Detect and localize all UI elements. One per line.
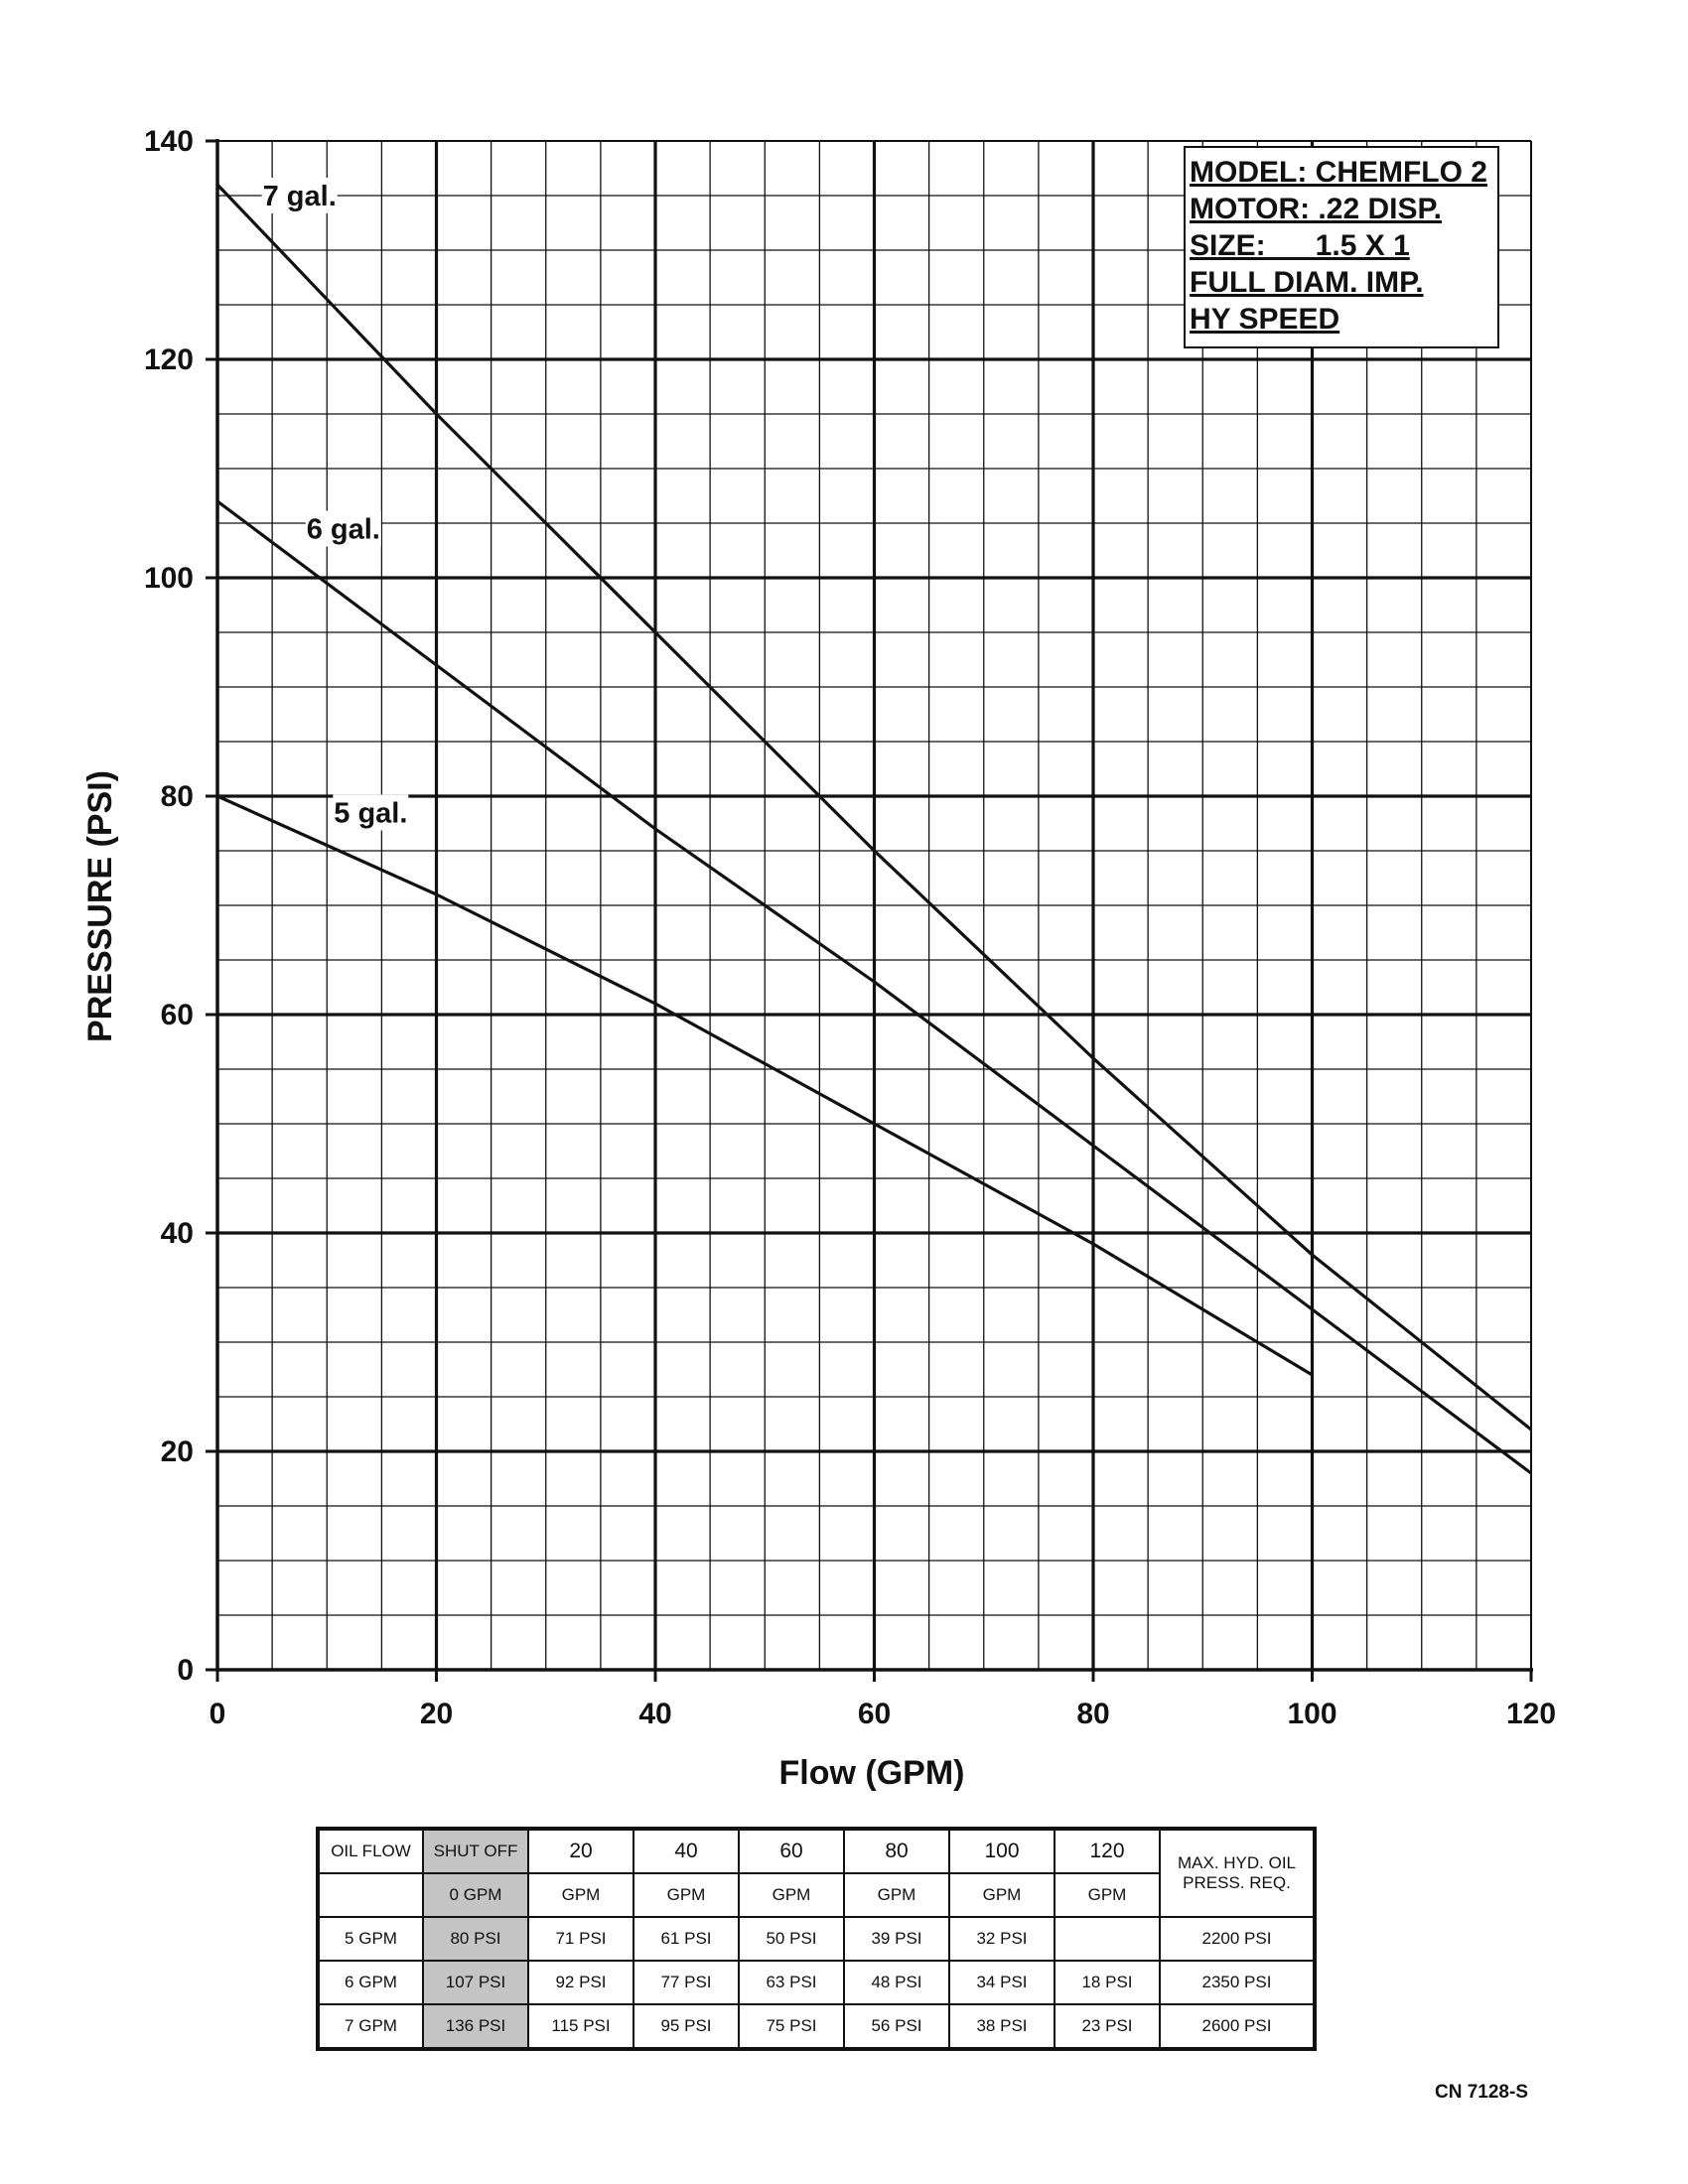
table-cell: 18 PSI [1054,1960,1161,2005]
subheader-0-gpm: 0 GPM [422,1872,529,1918]
table-row: 6 GPM 107 PSI 92 PSI 77 PSI 63 PSI 48 PS… [317,1960,1316,2005]
table-cell: 39 PSI [843,1916,950,1962]
y-tick-label: 80 [161,780,194,813]
y-tick-label: 60 [161,999,194,1031]
x-axis-label: Flow (GPM) [779,1754,965,1792]
table-cell: 61 PSI [633,1916,740,1962]
y-tick-label: 20 [161,1435,194,1468]
major-grid [215,139,1533,1672]
table-cell: 48 PSI [843,1960,950,2005]
subheader-gpm: GPM [948,1872,1055,1918]
header-80: 80 [843,1828,950,1874]
table-cell: 56 PSI [843,2003,950,2050]
header-shut-off: SHUT OFF [422,1828,529,1874]
series-labels: 7 gal. 6 gal. 5 gal. [261,178,409,831]
series-label-bg [261,178,338,213]
series-line [215,183,1532,1432]
table-cell: 6 GPM [317,1960,424,2005]
axis-ticks: 0 20 40 60 80 100 120 0 20 40 60 80 100 120 140 [144,125,1556,1730]
y-tick-label: 0 [177,1654,194,1687]
x-tick-label: 120 [1506,1698,1556,1730]
series-label: 7 gal. [263,181,337,212]
series-label: 6 gal. [307,514,380,546]
table-cell: 32 PSI [948,1916,1055,1962]
table-cell: 136 PSI [422,2003,529,2050]
series-line [216,794,1314,1377]
x-tick-label: 100 [1287,1698,1336,1730]
header-40: 40 [633,1828,740,1874]
header-60: 60 [738,1828,845,1874]
max-header-line-2: PRESS. REQ. [1183,1873,1291,1892]
table-subheader-row: 0 GPM GPM GPM GPM GPM GPM GPM [317,1872,1315,1918]
y-axis-label: PRESSURE (PSI) [81,770,119,1042]
header-20: 20 [527,1828,634,1874]
max-header-line-1: MAX. HYD. OIL [1177,1853,1297,1872]
table-cell: 2350 PSI [1159,1960,1316,2005]
subheader-gpm: GPM [633,1872,740,1918]
table-cell [1054,1916,1161,1962]
table-cell: 80 PSI [422,1916,529,1962]
table-cell: 2200 PSI [1159,1916,1316,1962]
info-impeller: FULL DIAM. IMP. [1190,266,1424,299]
series-line [216,499,1532,1475]
model-info-box: MODEL: CHEMFLO 2 MOTOR: .22 DISP. SIZE: … [1184,146,1499,348]
info-size: SIZE: 1.5 X 1 [1190,229,1410,262]
header-oil-flow: OIL FLOW [317,1828,424,1874]
x-tick-label: 0 [210,1698,226,1730]
table-cell: 50 PSI [738,1916,845,1962]
y-tick-label: 140 [144,125,194,158]
document-code: CN 7128-S [1435,2082,1528,2103]
header-empty [317,1872,424,1918]
info-motor: MOTOR: .22 DISP. [1190,193,1442,225]
table-cell: 7 GPM [317,2003,424,2050]
subheader-gpm: GPM [1054,1872,1161,1918]
series-lines [215,183,1532,1475]
subheader-gpm: GPM [843,1872,950,1918]
series-label-bg [305,510,381,547]
header-100: 100 [948,1828,1055,1874]
table-cell: 107 PSI [422,1960,529,2005]
table-cell: 95 PSI [633,2003,740,2050]
table-cell: 34 PSI [948,1960,1055,2005]
table-cell: 5 GPM [317,1916,424,1962]
x-tick-label: 40 [638,1698,671,1730]
table-cell: 92 PSI [527,1960,634,2005]
table-cell: 63 PSI [738,1960,845,2005]
table-cell: 77 PSI [633,1960,740,2005]
x-tick-label: 60 [858,1698,891,1730]
x-tick-label: 80 [1076,1698,1109,1730]
series-label-bg [333,794,409,831]
table-cell: 23 PSI [1054,2003,1161,2050]
table-cell: 71 PSI [527,1916,634,1962]
y-tick-label: 120 [144,343,194,376]
header-120: 120 [1054,1828,1161,1874]
series-label: 5 gal. [334,798,407,830]
header-max-oil-press: MAX. HYD. OIL PRESS. REQ. [1159,1828,1316,1918]
table-header-row: OIL FLOW SHUT OFF 20 40 60 80 100 120 MA… [317,1828,1316,1918]
x-tick-label: 20 [420,1698,453,1730]
info-speed: HY SPEED [1190,303,1340,336]
y-tick-label: 40 [161,1217,194,1250]
table-row: 5 GPM 80 PSI 71 PSI 61 PSI 50 PSI 39 PSI… [317,1916,1316,1962]
subheader-gpm: GPM [738,1872,845,1918]
table-cell: 38 PSI [948,2003,1055,2050]
table-row: 7 GPM 136 PSI 115 PSI 95 PSI 75 PSI 56 P… [317,2003,1316,2050]
info-model: MODEL: CHEMFLO 2 [1190,156,1487,189]
subheader-gpm: GPM [527,1872,634,1918]
performance-table: OIL FLOW SHUT OFF 20 40 60 80 100 120 MA… [316,1827,1317,2051]
table-cell: 2600 PSI [1159,2003,1316,2050]
table-cell: 115 PSI [527,2003,634,2050]
table-cell: 75 PSI [738,2003,845,2050]
y-tick-label: 100 [144,562,194,595]
